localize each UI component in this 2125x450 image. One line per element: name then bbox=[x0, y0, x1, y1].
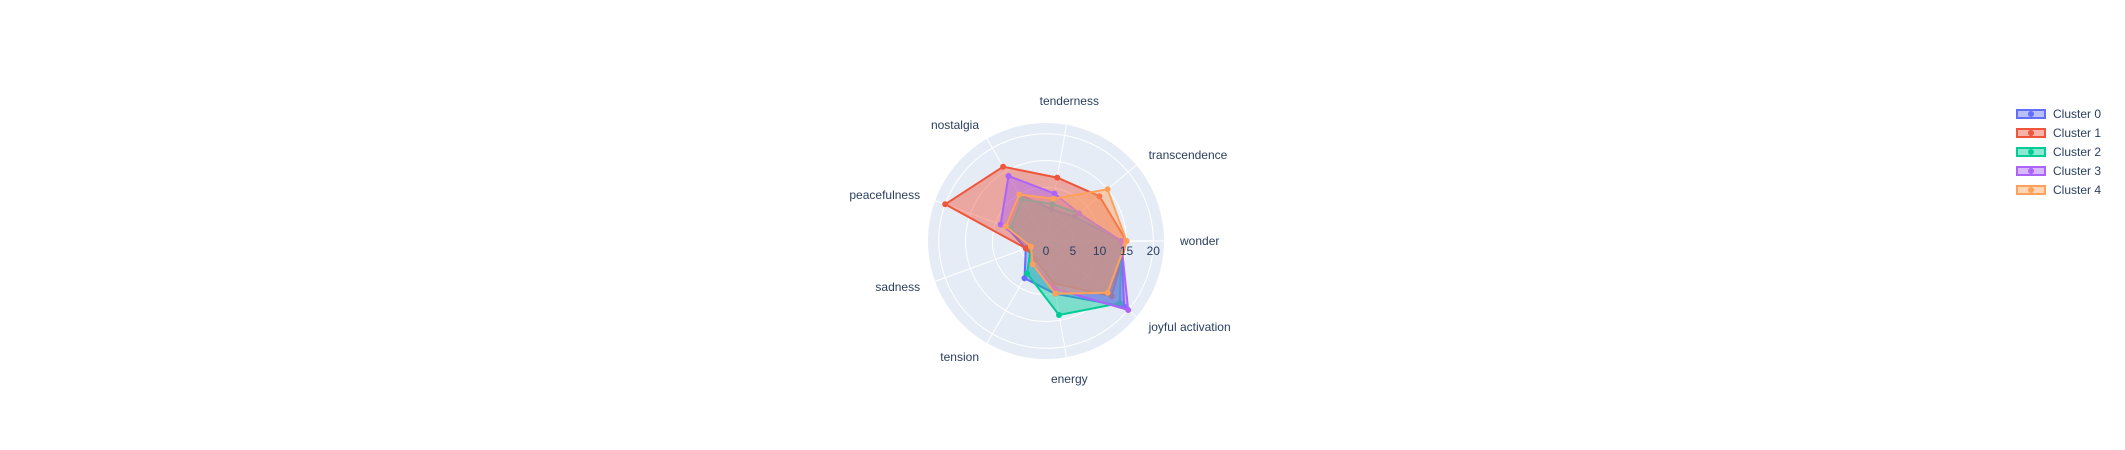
legend-label-4[interactable]: Cluster 4 bbox=[2053, 183, 2101, 197]
series-0-point-3[interactable] bbox=[1021, 275, 1028, 282]
legend-marker-4[interactable] bbox=[2028, 187, 2034, 193]
series-4-point-7[interactable] bbox=[1050, 195, 1057, 202]
series-1-point-7[interactable] bbox=[1054, 174, 1061, 181]
series-3-point-6[interactable] bbox=[1005, 173, 1012, 179]
legend-item-4[interactable]: Cluster 4 bbox=[2016, 183, 2101, 197]
legend-label-0[interactable]: Cluster 0 bbox=[2053, 107, 2101, 121]
radial-tick-label-2: 10 bbox=[1093, 244, 1107, 258]
legend-item-0[interactable]: Cluster 0 bbox=[2016, 107, 2101, 121]
series-4[interactable] bbox=[1002, 186, 1130, 297]
radial-tick-label-4: 20 bbox=[1147, 244, 1161, 258]
series-4-point-8[interactable] bbox=[1104, 186, 1111, 193]
legend[interactable]: Cluster 0 Cluster 1 Cluster 2 Cluster 3 Clus… bbox=[2016, 107, 2101, 197]
legend-label-2[interactable]: Cluster 2 bbox=[2053, 145, 2101, 159]
axis-label-nostalgia: nostalgia bbox=[931, 118, 979, 132]
legend-label-3[interactable]: Cluster 3 bbox=[2053, 164, 2101, 178]
legend-marker-2[interactable] bbox=[2028, 149, 2034, 155]
series-3-point-5[interactable] bbox=[997, 221, 1004, 228]
series-4-point-6[interactable] bbox=[1016, 191, 1023, 198]
legend-marker-0[interactable] bbox=[2028, 111, 2034, 117]
angular-gridline-7 bbox=[1045, 124, 1067, 242]
series-2-point-3[interactable] bbox=[1024, 270, 1031, 277]
axis-label-joyful-activation: joyful activation bbox=[1148, 320, 1231, 334]
radial-axis-tick-labels: 0 5 10 15 20 bbox=[1043, 244, 1161, 258]
series-area-1[interactable] bbox=[944, 165, 1128, 298]
radial-tick-label-3: 15 bbox=[1120, 244, 1134, 258]
axis-label-energy: energy bbox=[1051, 372, 1088, 386]
angular-gridline-5 bbox=[934, 200, 1047, 242]
series-3-point-1[interactable] bbox=[1125, 307, 1132, 313]
axis-label-wonder: wonder bbox=[1179, 234, 1219, 248]
axis-label-tenderness: tenderness bbox=[1040, 94, 1099, 108]
series-4-point-5[interactable] bbox=[1002, 223, 1009, 230]
series-1-point-3[interactable] bbox=[1032, 256, 1039, 263]
legend-marker-1[interactable] bbox=[2028, 130, 2034, 136]
axis-label-sadness: sadness bbox=[875, 280, 920, 294]
series-1-point-1[interactable] bbox=[1108, 293, 1115, 300]
legend-item-2[interactable]: Cluster 2 bbox=[2016, 145, 2101, 159]
legend-item-1[interactable]: Cluster 1 bbox=[2016, 126, 2101, 140]
series-4-point-3[interactable] bbox=[1029, 261, 1036, 268]
series-3-point-0[interactable] bbox=[1118, 238, 1125, 244]
series-1-point-4[interactable] bbox=[1022, 245, 1029, 252]
series-1-point-6[interactable] bbox=[1000, 163, 1007, 170]
axis-label-transcendence: transcendence bbox=[1149, 148, 1228, 162]
radial-tick-label-1: 5 bbox=[1069, 244, 1076, 258]
series-area-0[interactable] bbox=[1004, 193, 1126, 308]
series-layer bbox=[942, 163, 1132, 318]
series-2-point-7[interactable] bbox=[1049, 201, 1056, 207]
series-1-point-5[interactable] bbox=[942, 201, 949, 208]
angular-gridline-8 bbox=[1045, 164, 1137, 242]
series-2-point-1[interactable] bbox=[1117, 300, 1123, 307]
legend-marker-3[interactable] bbox=[2028, 168, 2034, 174]
angular-gridline-6 bbox=[986, 138, 1047, 242]
series-0-point-8[interactable] bbox=[1071, 213, 1078, 220]
angular-axis-labels: wonder joyful activation energy tension sadn… bbox=[849, 94, 1230, 386]
series-area-4[interactable] bbox=[1004, 188, 1128, 295]
legend-item-3[interactable]: Cluster 3 bbox=[2016, 164, 2101, 178]
series-4-point-2[interactable] bbox=[1052, 290, 1059, 297]
legend-label-1[interactable]: Cluster 1 bbox=[2053, 126, 2101, 140]
series-4-point-4[interactable] bbox=[1027, 243, 1034, 250]
angular-gridline-2 bbox=[1045, 240, 1067, 358]
series-3-point-8[interactable] bbox=[1075, 210, 1082, 217]
series-2-point-6[interactable] bbox=[1018, 196, 1025, 203]
series-3-point-7[interactable] bbox=[1051, 190, 1058, 197]
radial-tick-label-0: 0 bbox=[1043, 244, 1050, 258]
series-0-point-7[interactable] bbox=[1048, 206, 1055, 213]
series-2-point-2[interactable] bbox=[1056, 312, 1062, 318]
series-1-point-8[interactable] bbox=[1096, 193, 1103, 200]
axis-label-tension: tension bbox=[940, 350, 979, 364]
axis-label-peacefulness: peacefulness bbox=[849, 188, 920, 202]
series-4-point-1[interactable] bbox=[1104, 289, 1111, 296]
series-4-point-0[interactable] bbox=[1123, 238, 1130, 244]
